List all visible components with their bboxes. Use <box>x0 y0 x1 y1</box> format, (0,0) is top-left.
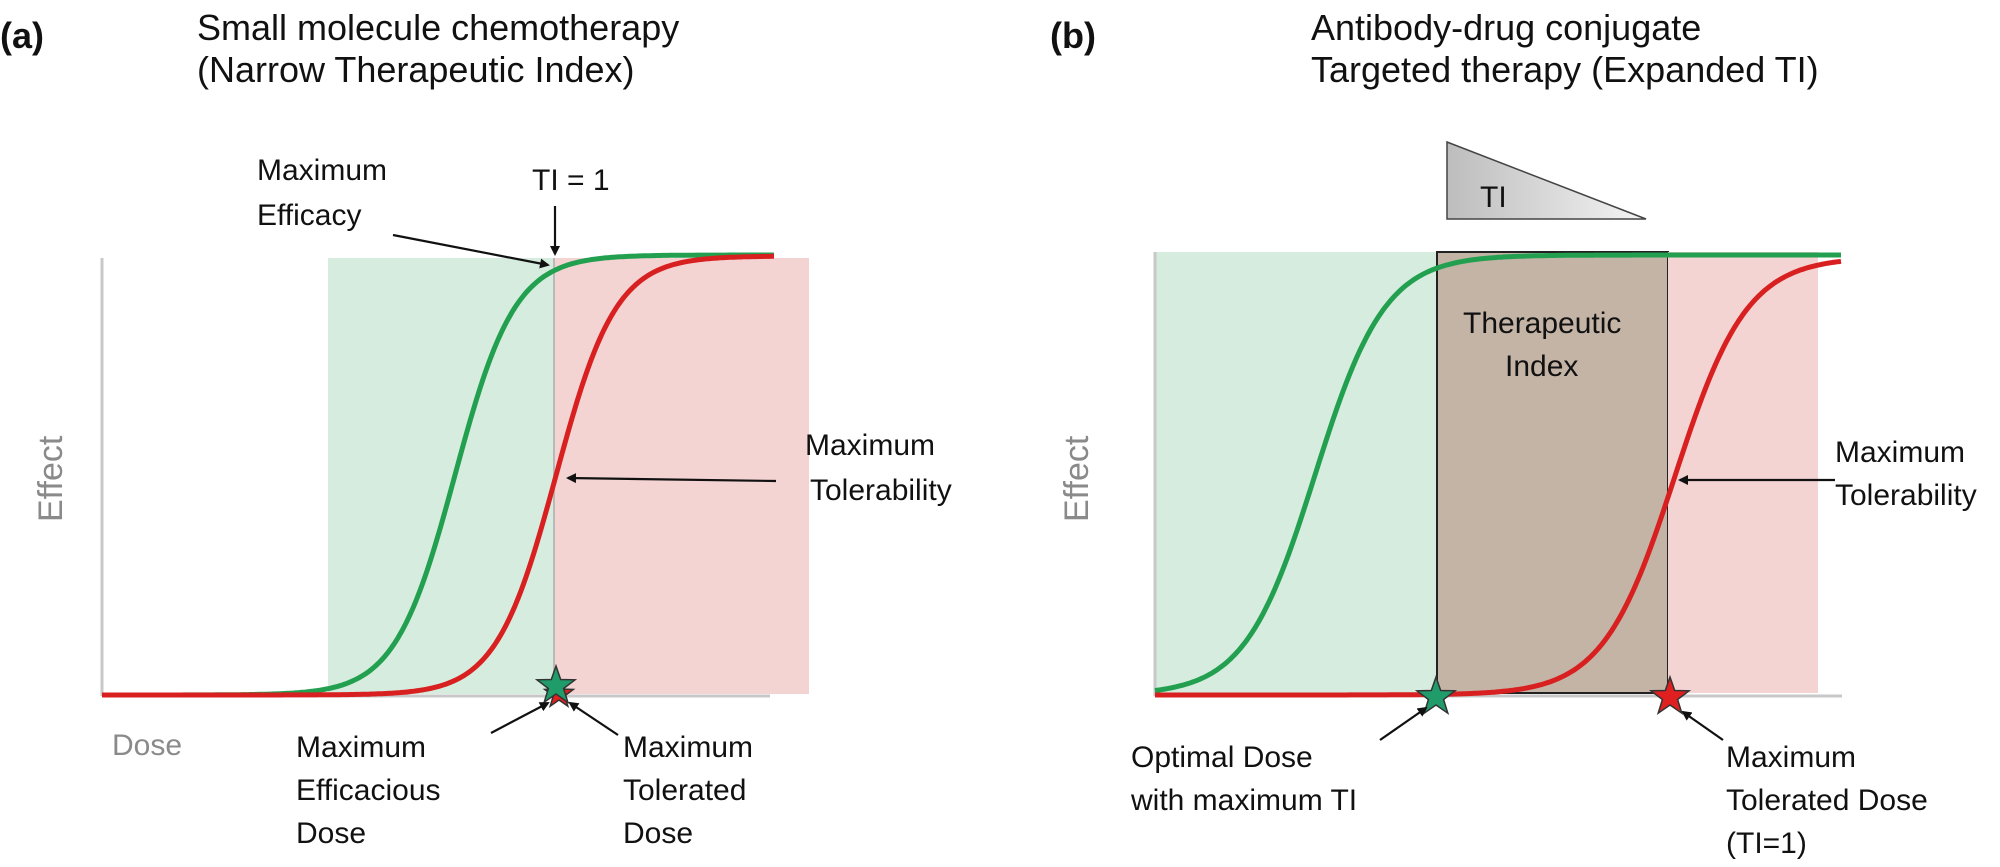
panel-b-letter: (b) <box>1050 15 1096 56</box>
panel-b-label-mtd-2: Tolerated Dose <box>1726 784 1928 817</box>
panel-a-label-med-2: Efficacious <box>296 774 441 807</box>
panel-b-efficacy-curve <box>1154 252 1841 693</box>
panel-a-label-mtd-2: Tolerated <box>623 774 746 807</box>
panel-a-star-efficacious <box>534 663 578 705</box>
panel-a-title-line1: Small molecule chemotherapy <box>197 7 679 48</box>
panel-b-toxicity-curve <box>1155 258 1842 698</box>
panel-b-label-ti-wedge: TI <box>1480 181 1507 214</box>
panel-b-therapeutic-zone <box>1436 251 1669 694</box>
panel-b-arrow-optimal <box>1379 706 1428 741</box>
panel-a-x-label: Dose <box>112 729 182 762</box>
panel-b-ti-wedge <box>1446 140 1647 220</box>
panel-a-arrow-max-efficacy <box>392 233 550 269</box>
panel-b-label-mtd-3: (TI=1) <box>1726 827 1807 860</box>
panel-a-label-max-tolerability-1: Maximum <box>805 429 935 462</box>
panel-b-title-line1: Antibody-drug conjugate <box>1311 7 1701 48</box>
panel-a: (a) Small molecule chemotherapy (Narrow … <box>0 7 952 850</box>
panel-b: (b) Antibody-drug conjugate Targeted the… <box>1050 7 1977 860</box>
panel-b-efficacy-zone <box>1155 252 1437 693</box>
panel-a-label-med-1: Maximum <box>296 731 426 764</box>
panel-a-arrow-mtd <box>568 701 619 736</box>
panel-b-star-optimal <box>1414 674 1458 716</box>
panel-a-label-ti: TI = 1 <box>532 164 610 197</box>
panel-a-y-label: Effect <box>32 435 70 522</box>
panel-a-toxicity-curve <box>102 253 774 698</box>
panel-a-label-mtd-1: Maximum <box>623 731 753 764</box>
panel-a-arrow-max-tolerability <box>566 473 777 484</box>
panel-b-label-therapeutic-2: Index <box>1505 350 1578 383</box>
panel-a-letter: (a) <box>0 15 44 56</box>
panel-a-label-max-efficacy-2: Efficacy <box>257 199 362 232</box>
panel-a-efficacy-zone <box>328 258 554 694</box>
panel-b-label-max-tolerability-1: Maximum <box>1835 436 1965 469</box>
panel-b-label-mtd-1: Maximum <box>1726 741 1856 774</box>
panel-b-label-optimal-1: Optimal Dose <box>1131 741 1313 774</box>
panel-b-star-tolerated <box>1648 674 1692 716</box>
panel-a-title-line2: (Narrow Therapeutic Index) <box>197 49 635 90</box>
panel-b-arrow-mtd <box>1681 710 1724 741</box>
panel-a-toxicity-zone <box>554 258 809 694</box>
panel-b-title-line2: Targeted therapy (Expanded TI) <box>1311 49 1819 90</box>
panel-a-label-mtd-3: Dose <box>623 817 693 850</box>
panel-a-arrow-med <box>490 702 550 734</box>
panel-a-label-max-efficacy-1: Maximum <box>257 154 387 187</box>
panel-a-label-med-3: Dose <box>296 817 366 850</box>
panel-b-label-max-tolerability-2: Tolerability <box>1835 479 1977 512</box>
panel-b-label-therapeutic-1: Therapeutic <box>1463 307 1621 340</box>
panel-a-label-max-tolerability-2: Tolerability <box>810 474 952 507</box>
panel-b-toxicity-zone <box>1668 252 1818 693</box>
panel-b-y-label: Effect <box>1058 435 1096 522</box>
panel-b-label-optimal-2: with maximum TI <box>1130 784 1357 817</box>
